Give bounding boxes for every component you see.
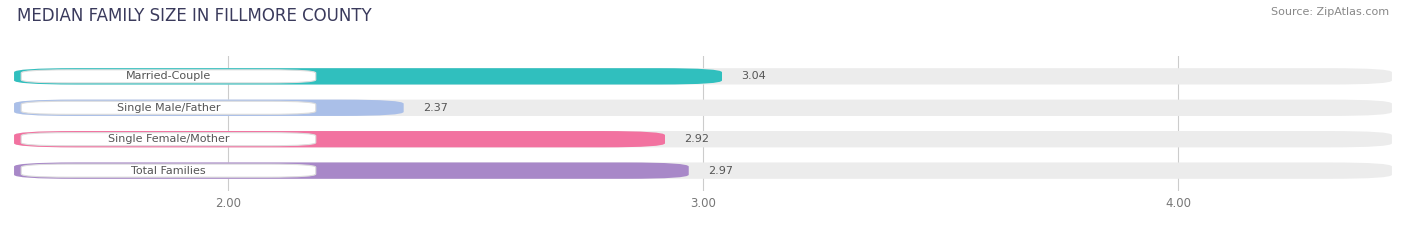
Text: Married-Couple: Married-Couple xyxy=(127,71,211,81)
Text: Source: ZipAtlas.com: Source: ZipAtlas.com xyxy=(1271,7,1389,17)
FancyBboxPatch shape xyxy=(14,99,1392,116)
Text: Single Female/Mother: Single Female/Mother xyxy=(108,134,229,144)
FancyBboxPatch shape xyxy=(21,101,316,114)
FancyBboxPatch shape xyxy=(14,68,723,85)
FancyBboxPatch shape xyxy=(21,133,316,146)
FancyBboxPatch shape xyxy=(14,131,665,147)
Text: 2.92: 2.92 xyxy=(683,134,709,144)
Text: Single Male/Father: Single Male/Father xyxy=(117,103,221,113)
Text: MEDIAN FAMILY SIZE IN FILLMORE COUNTY: MEDIAN FAMILY SIZE IN FILLMORE COUNTY xyxy=(17,7,371,25)
Text: 2.37: 2.37 xyxy=(423,103,447,113)
FancyBboxPatch shape xyxy=(14,131,1392,147)
Text: 2.97: 2.97 xyxy=(707,166,733,176)
FancyBboxPatch shape xyxy=(14,68,1392,85)
Text: Total Families: Total Families xyxy=(131,166,205,176)
Text: 3.04: 3.04 xyxy=(741,71,766,81)
FancyBboxPatch shape xyxy=(14,99,404,116)
FancyBboxPatch shape xyxy=(21,164,316,177)
FancyBboxPatch shape xyxy=(21,70,316,83)
FancyBboxPatch shape xyxy=(14,162,1392,179)
FancyBboxPatch shape xyxy=(14,162,689,179)
